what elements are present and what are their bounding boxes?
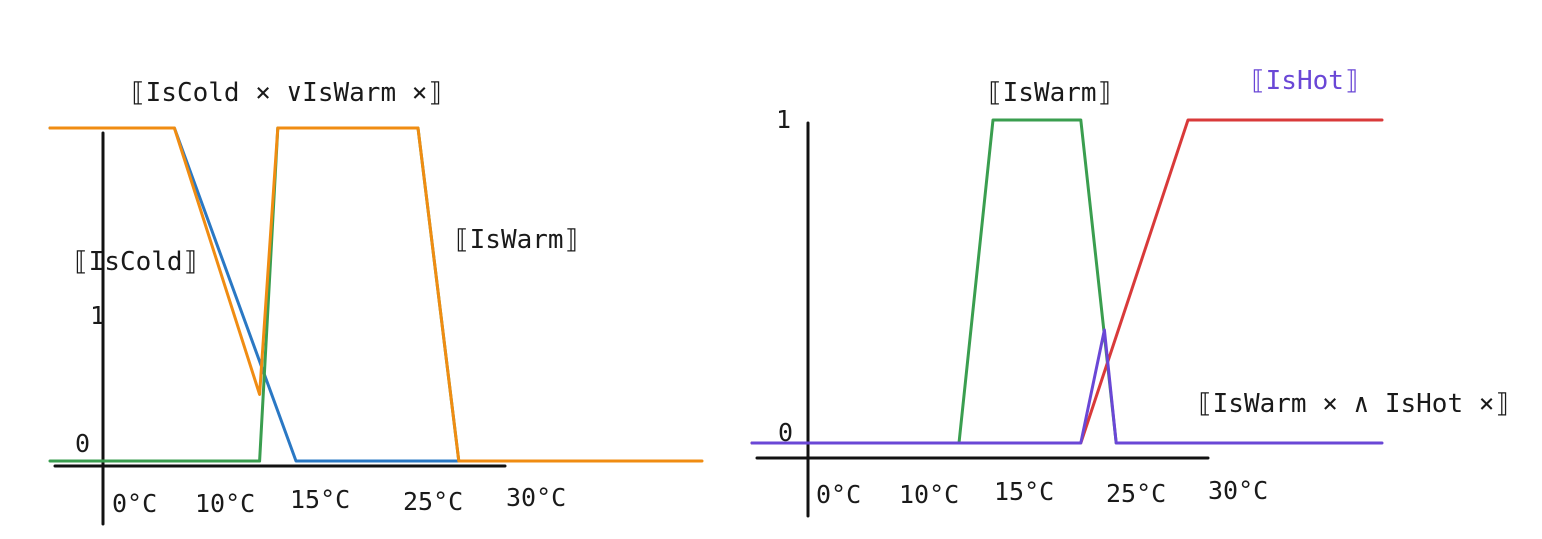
left-series-line-2 bbox=[48, 126, 704, 463]
right-annotation-iswarm: ⟦IsWarm⟧ bbox=[987, 78, 1112, 108]
right-x-tick-3: 25°C bbox=[1106, 479, 1166, 508]
left-x-tick-0: 0°C bbox=[112, 489, 157, 518]
left-series-line-1 bbox=[48, 126, 643, 463]
right-x-tick-0: 0°C bbox=[816, 480, 861, 509]
left-annotation-iscold: ⟦IsCold⟧ bbox=[73, 247, 198, 277]
right-series-group bbox=[750, 118, 1384, 445]
left-x-tick-1: 10°C bbox=[195, 489, 255, 518]
right-y-tick-0: 0 bbox=[778, 418, 793, 447]
left-x-tick-4: 30°C bbox=[506, 483, 566, 512]
right-annotation-and: ⟦IsWarm × ∧ IsHot ×⟧ bbox=[1197, 389, 1510, 419]
right-x-tick-4: 30°C bbox=[1208, 476, 1268, 505]
right-annotation-ishot: ⟦IsHot⟧ bbox=[1250, 66, 1360, 96]
right-x-tick-1: 10°C bbox=[899, 480, 959, 509]
right-series-line-2 bbox=[750, 328, 1384, 445]
right-x-tick-2: 15°C bbox=[994, 477, 1054, 506]
left-x-tick-2: 15°C bbox=[290, 485, 350, 514]
left-x-tick-3: 25°C bbox=[403, 487, 463, 516]
right-series-line-0 bbox=[750, 118, 1256, 445]
left-chart: 0 1 0°C 10°C 15°C 25°C 30°C ⟦IsCold × ∨I… bbox=[48, 78, 704, 526]
left-series-line-0 bbox=[48, 126, 643, 463]
left-annotation-iswarm: ⟦IsWarm⟧ bbox=[454, 225, 579, 255]
left-y-tick-0: 0 bbox=[75, 429, 90, 458]
left-series-group bbox=[48, 126, 704, 463]
right-chart: 1 0 0°C 10°C 15°C 25°C 30°C ⟦IsWarm⟧ ⟦Is… bbox=[750, 66, 1510, 518]
left-annotation-or: ⟦IsCold × ∨IsWarm ×⟧ bbox=[130, 78, 443, 108]
right-y-tick-1: 1 bbox=[776, 105, 791, 134]
left-y-tick-1: 1 bbox=[90, 301, 105, 330]
